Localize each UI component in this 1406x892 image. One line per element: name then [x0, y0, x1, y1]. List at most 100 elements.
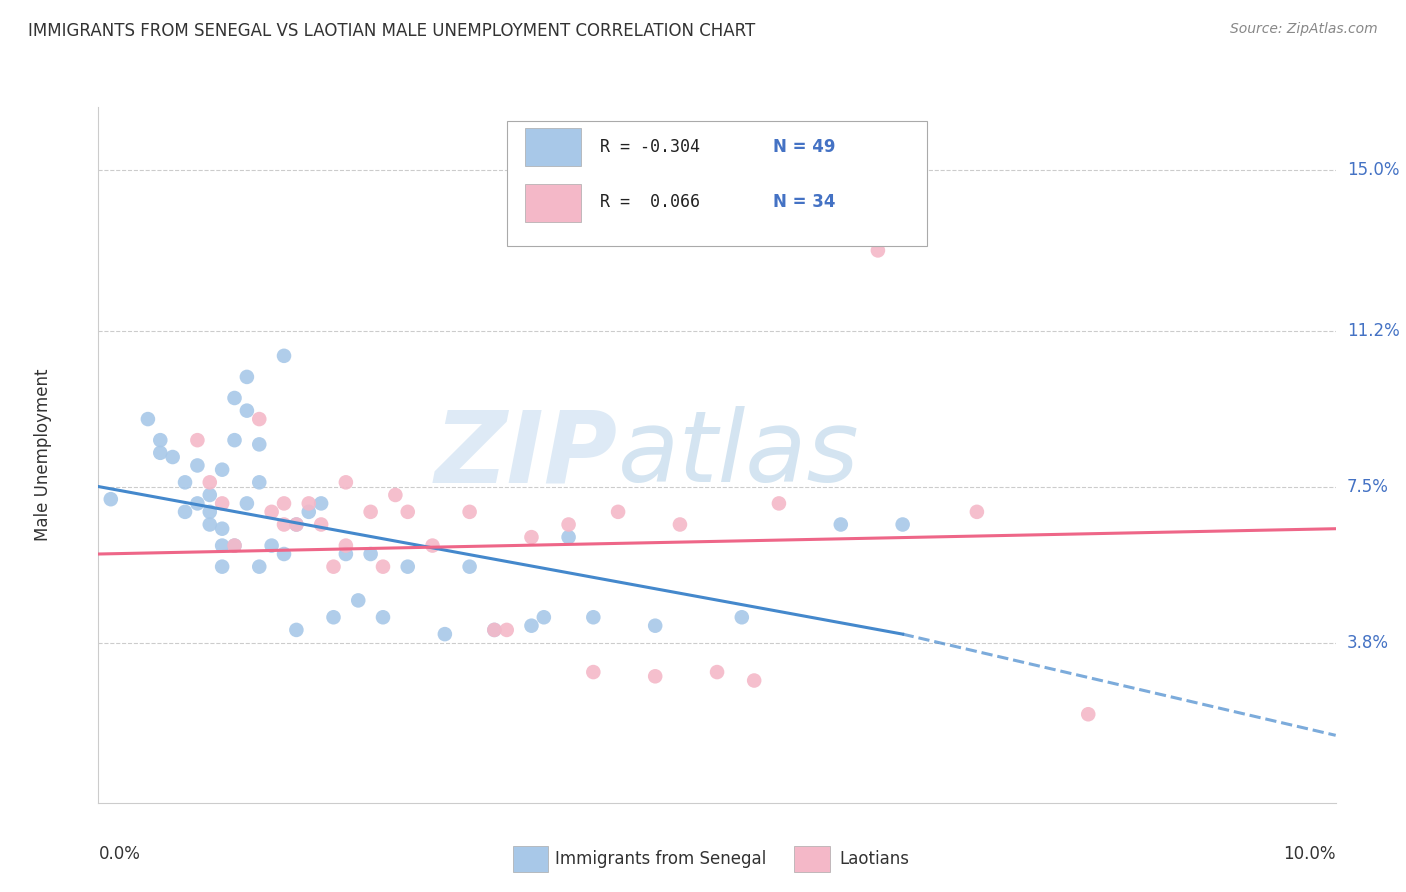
- Point: [198, 505, 221, 519]
- Point: [335, 547, 357, 561]
- Point: [644, 618, 666, 632]
- Point: [224, 433, 246, 447]
- Point: [484, 623, 506, 637]
- Point: [347, 593, 370, 607]
- Point: [360, 547, 382, 561]
- Point: [966, 505, 988, 519]
- Point: [236, 370, 259, 384]
- Point: [557, 517, 579, 532]
- Text: Laotians: Laotians: [839, 850, 910, 868]
- Text: 10.0%: 10.0%: [1284, 845, 1336, 863]
- Point: [273, 349, 295, 363]
- Point: [136, 412, 159, 426]
- Text: R =  0.066: R = 0.066: [599, 194, 700, 211]
- Point: [149, 433, 172, 447]
- Point: [309, 496, 332, 510]
- Point: [742, 673, 765, 688]
- Point: [273, 517, 295, 532]
- Point: [644, 669, 666, 683]
- Point: [669, 517, 692, 532]
- Point: [458, 559, 481, 574]
- Point: [706, 665, 728, 679]
- Text: R = -0.304: R = -0.304: [599, 137, 700, 156]
- Point: [149, 446, 172, 460]
- Text: Source: ZipAtlas.com: Source: ZipAtlas.com: [1230, 22, 1378, 37]
- Point: [396, 559, 419, 574]
- Point: [247, 412, 270, 426]
- Point: [371, 610, 394, 624]
- Point: [533, 610, 555, 624]
- Point: [298, 496, 321, 510]
- Point: [224, 539, 246, 553]
- Point: [100, 492, 122, 507]
- Point: [211, 522, 233, 536]
- Point: [236, 496, 259, 510]
- FancyBboxPatch shape: [506, 121, 928, 246]
- Point: [211, 559, 233, 574]
- Point: [1077, 707, 1099, 722]
- FancyBboxPatch shape: [526, 184, 581, 222]
- Point: [830, 517, 852, 532]
- Text: N = 34: N = 34: [773, 194, 835, 211]
- Point: [260, 505, 283, 519]
- Point: [582, 665, 605, 679]
- Point: [247, 475, 270, 490]
- Point: [211, 463, 233, 477]
- Point: [557, 530, 579, 544]
- Point: [298, 505, 321, 519]
- Point: [891, 517, 914, 532]
- Text: atlas: atlas: [619, 407, 859, 503]
- Point: [607, 505, 630, 519]
- Text: 11.2%: 11.2%: [1347, 321, 1399, 340]
- Point: [396, 505, 419, 519]
- Point: [285, 623, 308, 637]
- Point: [484, 623, 506, 637]
- Point: [285, 517, 308, 532]
- Point: [458, 505, 481, 519]
- Point: [422, 539, 444, 553]
- Point: [335, 539, 357, 553]
- Text: 0.0%: 0.0%: [98, 845, 141, 863]
- Point: [285, 517, 308, 532]
- Point: [433, 627, 456, 641]
- Point: [198, 488, 221, 502]
- Point: [520, 530, 543, 544]
- Point: [174, 475, 197, 490]
- Text: 7.5%: 7.5%: [1347, 477, 1389, 496]
- Text: ZIP: ZIP: [434, 407, 619, 503]
- Point: [360, 505, 382, 519]
- Text: 3.8%: 3.8%: [1347, 633, 1389, 651]
- Point: [236, 403, 259, 417]
- Point: [211, 539, 233, 553]
- Point: [384, 488, 406, 502]
- Point: [309, 517, 332, 532]
- Point: [582, 610, 605, 624]
- Point: [495, 623, 517, 637]
- Point: [186, 433, 208, 447]
- Point: [866, 244, 889, 258]
- Point: [247, 559, 270, 574]
- Point: [224, 539, 246, 553]
- FancyBboxPatch shape: [526, 128, 581, 166]
- Point: [520, 618, 543, 632]
- Point: [371, 559, 394, 574]
- Point: [174, 505, 197, 519]
- Point: [186, 458, 208, 473]
- Text: N = 49: N = 49: [773, 137, 835, 156]
- Text: Male Unemployment: Male Unemployment: [34, 368, 52, 541]
- Point: [322, 610, 344, 624]
- Text: IMMIGRANTS FROM SENEGAL VS LAOTIAN MALE UNEMPLOYMENT CORRELATION CHART: IMMIGRANTS FROM SENEGAL VS LAOTIAN MALE …: [28, 22, 755, 40]
- Point: [224, 391, 246, 405]
- Point: [162, 450, 184, 464]
- Point: [247, 437, 270, 451]
- Text: Immigrants from Senegal: Immigrants from Senegal: [555, 850, 766, 868]
- Point: [731, 610, 754, 624]
- Point: [198, 475, 221, 490]
- Point: [273, 496, 295, 510]
- Point: [273, 547, 295, 561]
- Point: [322, 559, 344, 574]
- Point: [335, 475, 357, 490]
- Point: [260, 539, 283, 553]
- Point: [211, 496, 233, 510]
- Text: 15.0%: 15.0%: [1347, 161, 1399, 179]
